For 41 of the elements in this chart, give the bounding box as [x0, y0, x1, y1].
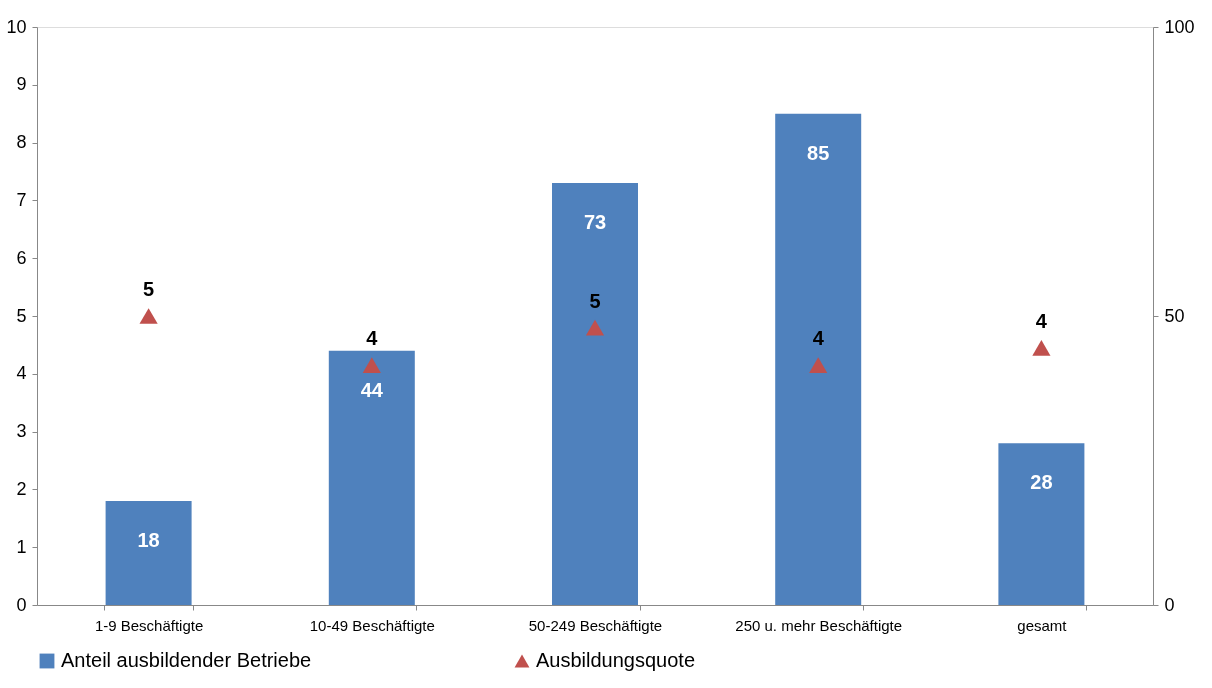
- bar: [552, 183, 638, 605]
- y-tick-label: 8: [16, 132, 27, 153]
- y2-tick-label: 50: [1164, 305, 1185, 326]
- x-tick-label: 50-249 Beschäftigte: [528, 616, 663, 634]
- data-label: 5: [143, 278, 155, 300]
- data-label: 18: [137, 528, 160, 551]
- bar: [998, 443, 1085, 605]
- y-tick-label: 9: [16, 74, 27, 95]
- y-tick-label: 1: [16, 536, 27, 557]
- legend-label: Ausbildungsquote: [536, 649, 696, 671]
- y-tick-label: 0: [16, 594, 27, 615]
- y2-tick-label: 100: [1164, 16, 1195, 37]
- point: [585, 319, 605, 336]
- data-label: 73: [583, 211, 607, 234]
- x-tick-label: 250 u. mehr Beschäftigte: [735, 616, 903, 634]
- data-label: 44: [360, 378, 384, 401]
- bar: [775, 113, 862, 605]
- point: [139, 308, 158, 324]
- point: [1032, 339, 1051, 356]
- point: [809, 357, 828, 373]
- legend-label: Anteil ausbildender Betriebe: [61, 649, 312, 671]
- y-tick-label: 2: [16, 478, 27, 499]
- data-label: 4: [1035, 309, 1048, 332]
- y-tick-label: 7: [16, 189, 27, 210]
- x-tick-label: 1-9 Beschäftigte: [94, 616, 204, 634]
- bar: [105, 500, 192, 605]
- point: [362, 357, 381, 373]
- data-label: 28: [1030, 471, 1053, 494]
- data-label: 5: [589, 289, 601, 312]
- data-label: 85: [807, 141, 830, 164]
- y-tick-label: 6: [16, 247, 27, 268]
- y-tick-label: 3: [16, 421, 27, 442]
- y-tick-label: 10: [6, 16, 27, 37]
- y-tick-label: 4: [16, 363, 27, 384]
- bar: [328, 350, 415, 605]
- y-tick-label: 5: [16, 305, 27, 326]
- y2-tick-label: 0: [1164, 594, 1175, 615]
- data-label: 4: [812, 327, 825, 350]
- x-tick-label: gesamt: [1017, 616, 1068, 634]
- x-tick-label: 10-49 Beschäftigte: [309, 616, 435, 634]
- data-label: 4: [366, 327, 379, 350]
